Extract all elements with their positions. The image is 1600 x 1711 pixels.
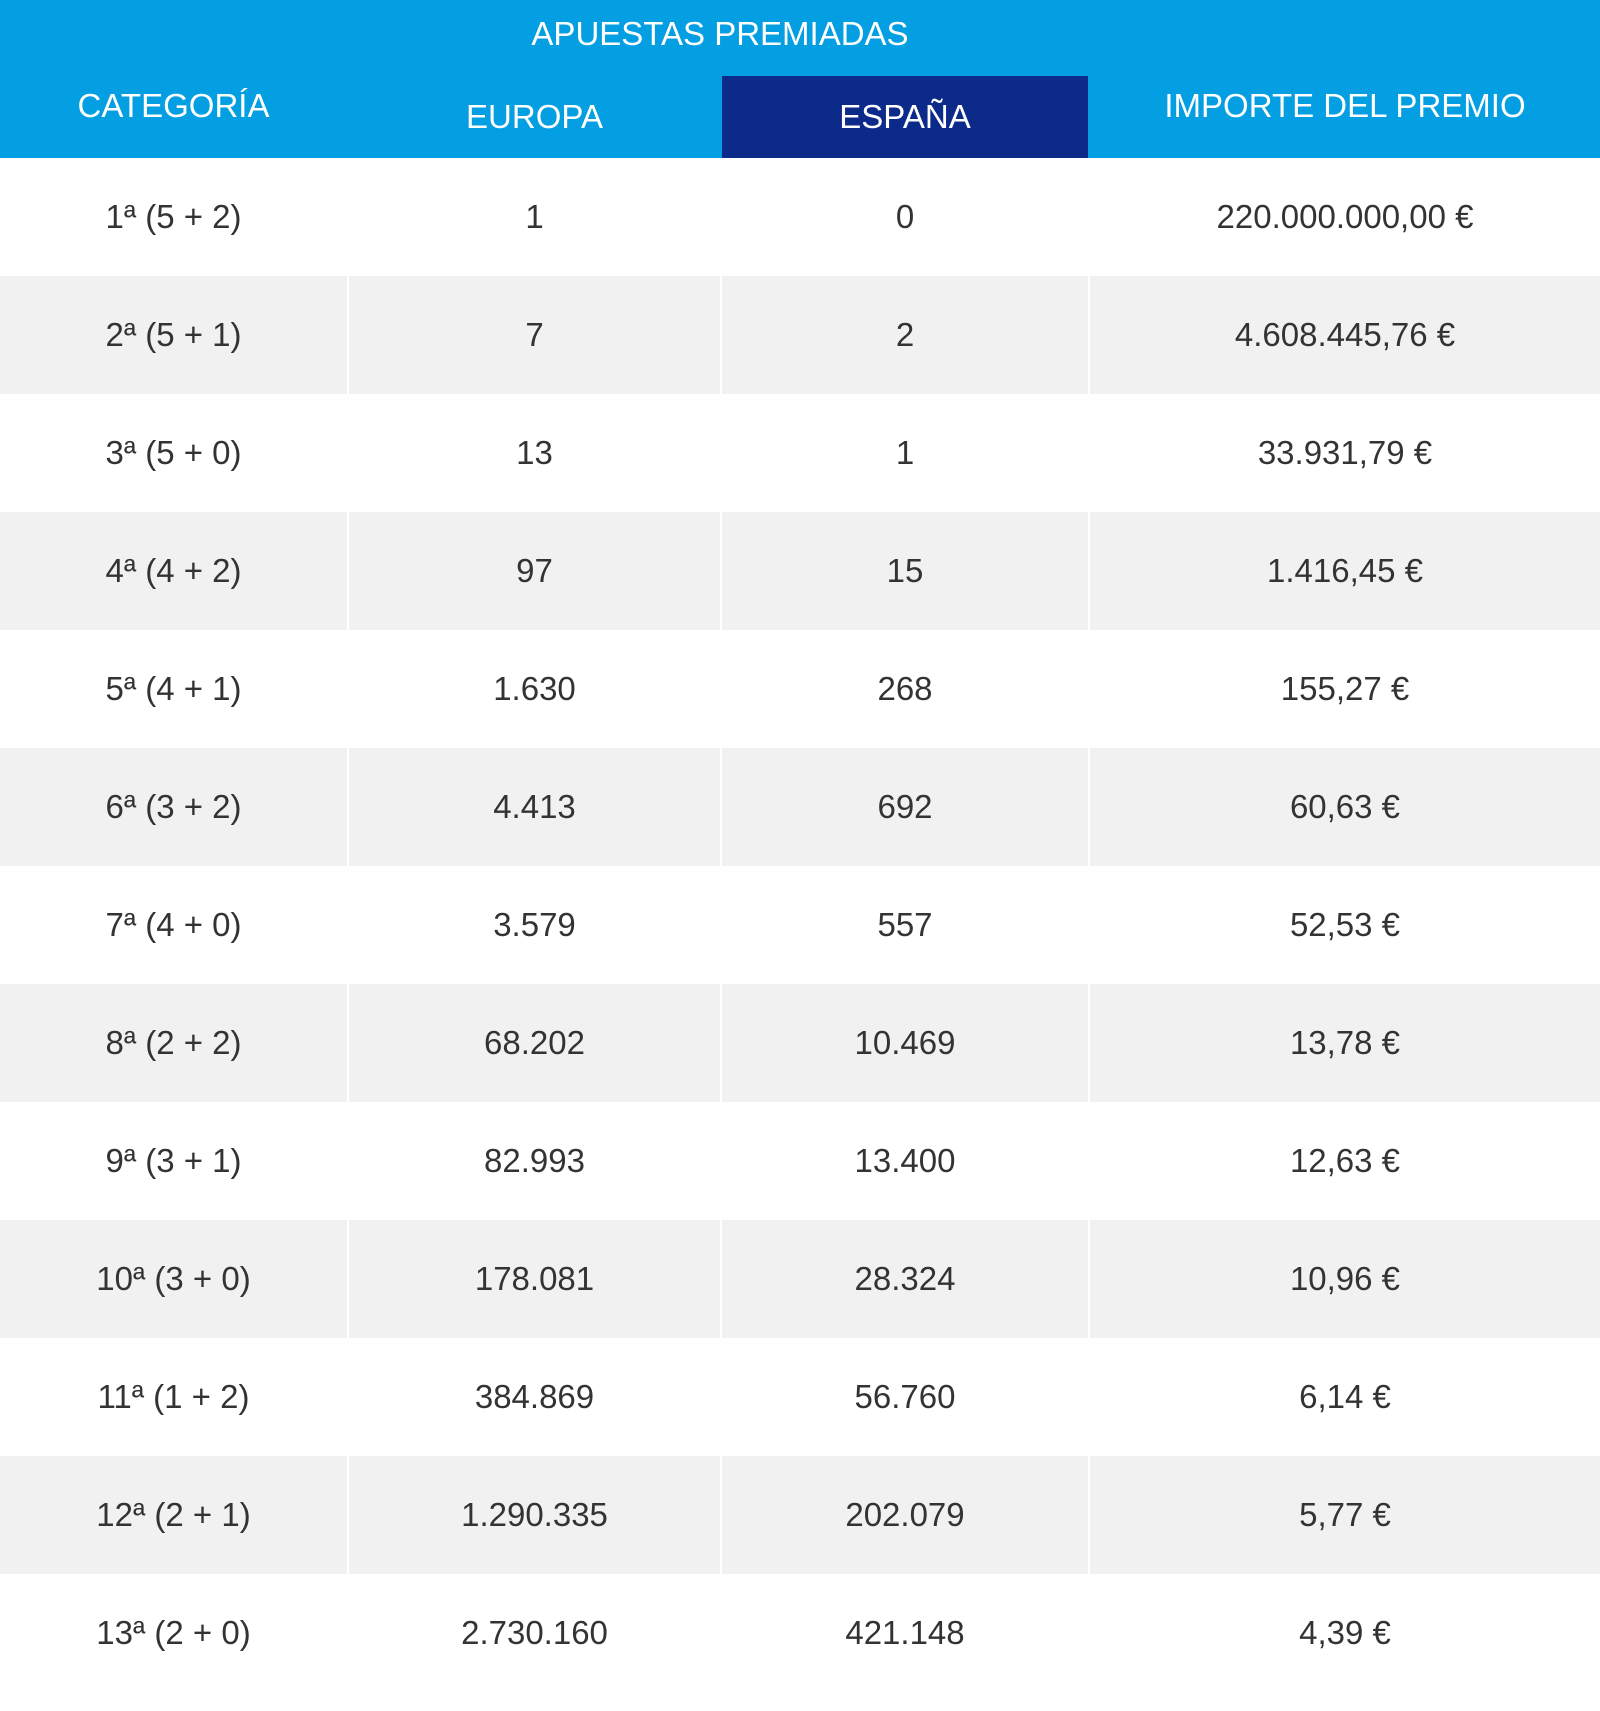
table-cell: 12,63 € [1090,1102,1600,1220]
table-cell: 557 [722,866,1088,984]
table-cell: 1.416,45 € [1090,512,1600,630]
table-cell: 10ª (3 + 0) [0,1220,347,1338]
column-header: ESPAÑA [839,98,971,135]
table-cell: 4ª (4 + 2) [0,512,347,630]
column-header: CATEGORÍA [77,87,270,124]
table-cell: 692 [722,748,1088,866]
table-cell: 82.993 [349,1102,720,1220]
table-cell: 60,63 € [1090,748,1600,866]
table-cell: 0 [722,158,1088,276]
table-cell: 202.079 [722,1456,1088,1574]
table-cell: 268 [722,630,1088,748]
column-header: EUROPA [466,98,603,135]
table-cell: 10,96 € [1090,1220,1600,1338]
table-cell: 52,53 € [1090,866,1600,984]
table-cell: 97 [349,512,720,630]
table-cell: 4.608.445,76 € [1090,276,1600,394]
table-cell: 56.760 [722,1338,1088,1456]
table-cell: 68.202 [349,984,720,1102]
table-cell: 1ª (5 + 2) [0,158,347,276]
table-cell: 13ª (2 + 0) [0,1574,347,1692]
table-cell: 13 [349,394,720,512]
table-cell: 421.148 [722,1574,1088,1692]
table-cell: 178.081 [349,1220,720,1338]
table-cell: 5,77 € [1090,1456,1600,1574]
table-cell: 2.730.160 [349,1574,720,1692]
table-cell: 3.579 [349,866,720,984]
table-cell: 2ª (5 + 1) [0,276,347,394]
table-cell: 15 [722,512,1088,630]
column-header: IMPORTE DEL PREMIO [1164,87,1526,124]
table-cell: 1 [349,158,720,276]
table-cell: 1.630 [349,630,720,748]
table-cell: 7 [349,276,720,394]
header-title: APUESTAS PREMIADAS [531,15,909,52]
table-cell: 33.931,79 € [1090,394,1600,512]
table-cell: 2 [722,276,1088,394]
table-cell: 1 [722,394,1088,512]
table-cell: 6ª (3 + 2) [0,748,347,866]
table-cell: 6,14 € [1090,1338,1600,1456]
table-cell: 7ª (4 + 0) [0,866,347,984]
table-cell: 1.290.335 [349,1456,720,1574]
table-cell: 3ª (5 + 0) [0,394,347,512]
table-cell: 8ª (2 + 2) [0,984,347,1102]
highlight-column-header [722,76,1088,158]
table-cell: 155,27 € [1090,630,1600,748]
table-cell: 5ª (4 + 1) [0,630,347,748]
table-cell: 220.000.000,00 € [1090,158,1600,276]
table-cell: 13.400 [722,1102,1088,1220]
table-cell: 384.869 [349,1338,720,1456]
table-cell: 10.469 [722,984,1088,1102]
table-cell: 12ª (2 + 1) [0,1456,347,1574]
table-cell: 4.413 [349,748,720,866]
table-cell: 11ª (1 + 2) [0,1338,347,1456]
table-cell: 9ª (3 + 1) [0,1102,347,1220]
table-cell: 28.324 [722,1220,1088,1338]
table-cell: 4,39 € [1090,1574,1600,1692]
table-cell: 13,78 € [1090,984,1600,1102]
